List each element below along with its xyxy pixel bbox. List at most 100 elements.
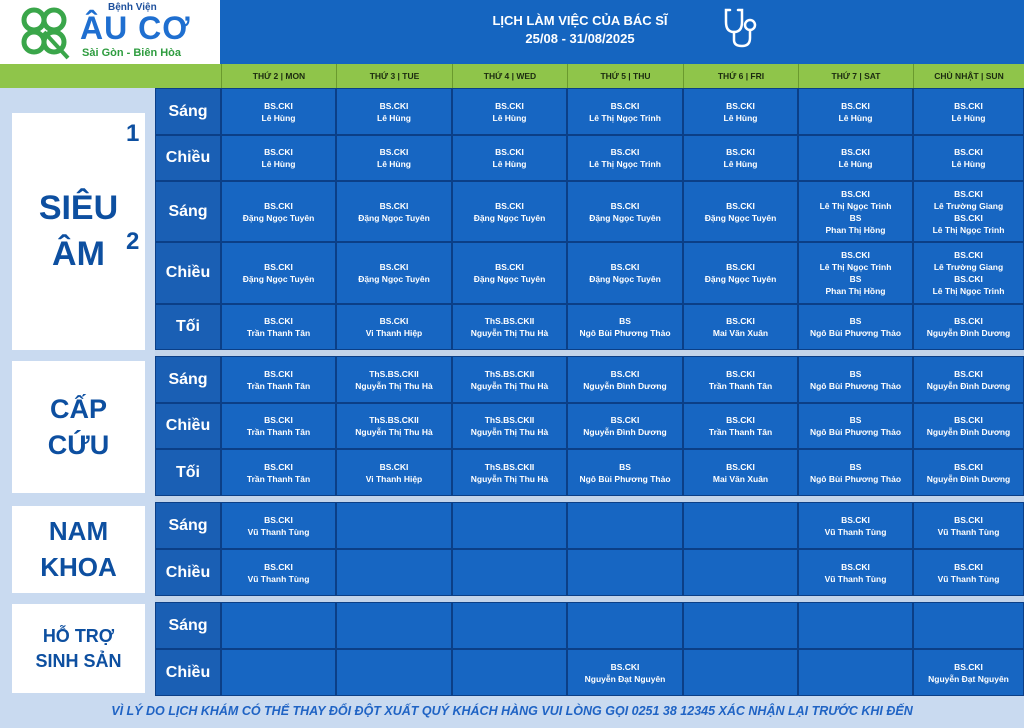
shift-label: Sáng <box>155 502 221 549</box>
logo-name: ÂU CƠ <box>80 10 191 46</box>
title-main: LỊCH LÀM VIỆC CỦA BÁC SĨ <box>492 13 668 28</box>
schedule-cell: BS.CKI Đặng Ngọc Tuyên <box>567 242 683 304</box>
shift-label: Tối <box>155 304 221 350</box>
schedule-cell: BS Ngô Bùi Phương Thảo <box>567 449 683 496</box>
day-header-4: THỨ 5 | THU <box>567 64 683 88</box>
schedule-cell: BS.CKI Lê Trường Giang BS.CKI Lê Thị Ngọc T… <box>913 181 1024 242</box>
schedule-cell: BS.CKI Lê Hùng <box>683 88 798 135</box>
title-date-range: 25/08 - 31/08/2025 <box>525 31 635 46</box>
schedule-cell: BS.CKI Trần Thanh Tân <box>221 449 336 496</box>
schedule-cell <box>683 649 798 696</box>
schedule-cell <box>336 602 452 649</box>
stethoscope-icon <box>724 8 757 48</box>
schedule-cell: BS.CKI Mai Văn Xuân <box>683 304 798 350</box>
schedule-cell: BS.CKI Lê Thị Ngọc Trinh BS Phan Thị Hồng <box>798 181 913 242</box>
page-title: LỊCH LÀM VIỆC CỦA BÁC SĨ 25/08 - 31/08/2… <box>440 12 720 48</box>
schedule-cell <box>683 502 798 549</box>
schedule-cell <box>683 549 798 596</box>
schedule-cell: BS.CKI Nguyễn Đình Dương <box>913 449 1024 496</box>
schedule-cell <box>336 549 452 596</box>
schedule-cell: BS.CKI Đặng Ngọc Tuyên <box>452 242 567 304</box>
group-label: CẤP CỨU <box>12 361 145 493</box>
shift-label: Sáng <box>155 602 221 649</box>
schedule-cell: BS.CKI Nguyễn Đình Dương <box>567 403 683 449</box>
schedule-cell: BS.CKI Vũ Thanh Tùng <box>221 549 336 596</box>
schedule-cell: BS.CKI Trần Thanh Tân <box>683 356 798 403</box>
schedule-cell: BS.CKI Vi Thanh Hiệp <box>336 304 452 350</box>
schedule-cell: BS.CKI Trần Thanh Tân <box>221 403 336 449</box>
schedule-cell: ThS.BS.CKII Nguyễn Thị Thu Hà <box>336 356 452 403</box>
schedule-cell <box>221 649 336 696</box>
group-label: NAM KHOA <box>12 506 145 593</box>
schedule-cell: BS.CKI Vũ Thanh Tùng <box>913 502 1024 549</box>
schedule-cell: BS.CKI Lê Hùng <box>798 88 913 135</box>
schedule-cell <box>798 649 913 696</box>
logo-location: Sài Gòn - Biên Hòa <box>82 47 182 59</box>
schedule-cell <box>452 549 567 596</box>
schedule-cell <box>567 549 683 596</box>
schedule-cell: BS.CKI Đặng Ngọc Tuyên <box>452 181 567 242</box>
footer-notice: VÌ LÝ DO LỊCH KHÁM CÓ THỂ THAY ĐỔI ĐỘT X… <box>111 704 913 718</box>
schedule-cell: BS.CKI Lê Hùng <box>913 135 1024 181</box>
schedule-cell <box>336 649 452 696</box>
schedule-cell: ThS.BS.CKII Nguyễn Thị Thu Hà <box>452 403 567 449</box>
schedule-cell: BS Ngô Bùi Phương Thảo <box>798 449 913 496</box>
schedule-cell: BS.CKI Nguyễn Đình Dương <box>913 304 1024 350</box>
schedule-cell: BS.CKI Đặng Ngọc Tuyên <box>221 181 336 242</box>
schedule-cell: ThS.BS.CKII Nguyễn Thị Thu Hà <box>336 403 452 449</box>
group-label: HỖ TRỢ SINH SẢN <box>12 604 145 693</box>
schedule-cell: BS.CKI Trần Thanh Tân <box>221 356 336 403</box>
section-divider <box>155 496 1024 502</box>
section-divider <box>155 350 1024 356</box>
shift-label: Sáng <box>155 88 221 135</box>
schedule-cell: BS.CKI Lê Thị Ngọc Trinh <box>567 88 683 135</box>
schedule-cell: BS.CKI Lê Hùng <box>913 88 1024 135</box>
day-header-6: THỨ 7 | SAT <box>798 64 913 88</box>
schedule-cell: ThS.BS.CKII Nguyễn Thị Thu Hà <box>452 449 567 496</box>
schedule-cell: BS.CKI Nguyễn Đình Dương <box>913 356 1024 403</box>
schedule-cell: BS.CKI Lê Thị Ngọc Trinh <box>567 135 683 181</box>
schedule-cell: BS.CKI Lê Trường Giang BS.CKI Lê Thị Ngọc T… <box>913 242 1024 304</box>
schedule-cell: ThS.BS.CKII Nguyễn Thị Thu Hà <box>452 304 567 350</box>
schedule-cell: BS.CKI Đặng Ngọc Tuyên <box>567 181 683 242</box>
schedule-cell <box>913 602 1024 649</box>
section-divider <box>155 596 1024 602</box>
schedule-cell: BS.CKI Nguyễn Đình Dương <box>913 403 1024 449</box>
shift-label: Chiều <box>155 549 221 596</box>
schedule-cell: BS.CKI Lê Hùng <box>452 88 567 135</box>
schedule-cell: BS.CKI Mai Văn Xuân <box>683 449 798 496</box>
schedule-cell: BS.CKI Lê Hùng <box>798 135 913 181</box>
schedule-cell: BS.CKI Đặng Ngọc Tuyên <box>683 181 798 242</box>
schedule-cell <box>798 602 913 649</box>
schedule-cell: BS.CKI Trần Thanh Tân <box>221 304 336 350</box>
shift-label: Chiều <box>155 649 221 696</box>
clover-logo-icon <box>21 7 70 60</box>
schedule-cell: BS Ngô Bùi Phương Thảo <box>798 356 913 403</box>
shift-label: Chiều <box>155 242 221 304</box>
schedule-cell: BS Ngô Bùi Phương Thảo <box>567 304 683 350</box>
schedule-cell: BS Ngô Bùi Phương Thảo <box>798 304 913 350</box>
room-number: 2 <box>126 228 140 255</box>
day-header-5: THỨ 6 | FRI <box>683 64 798 88</box>
schedule-cell: BS.CKI Nguyễn Đình Dương <box>567 356 683 403</box>
schedule-cell <box>221 602 336 649</box>
schedule-cell: BS.CKI Lê Hùng <box>221 135 336 181</box>
schedule-cell: BS.CKI Vũ Thanh Tùng <box>913 549 1024 596</box>
schedule-cell: BS.CKI Lê Hùng <box>452 135 567 181</box>
hospital-logo: Bệnh Viện ÂU CƠ Sài Gòn - Biên Hòa <box>0 0 220 64</box>
schedule-cell: BS.CKI Lê Hùng <box>336 88 452 135</box>
schedule-cell: BS.CKI Lê Hùng <box>683 135 798 181</box>
schedule-cell <box>336 502 452 549</box>
schedule-cell: BS.CKI Nguyễn Đạt Nguyên <box>567 649 683 696</box>
schedule-cell: BS.CKI Lê Thị Ngọc Trinh BS Phan Thị Hồng <box>798 242 913 304</box>
schedule-cell: ThS.BS.CKII Nguyễn Thị Thu Hà <box>452 356 567 403</box>
schedule-cell: BS.CKI Vũ Thanh Tùng <box>798 549 913 596</box>
day-header-2: THỨ 3 | TUE <box>336 64 452 88</box>
schedule-cell: BS.CKI Lê Hùng <box>221 88 336 135</box>
schedule-cell: BS.CKI Đặng Ngọc Tuyên <box>336 242 452 304</box>
logo-subtitle: Bệnh Viện <box>108 2 157 13</box>
shift-label: Chiều <box>155 135 221 181</box>
schedule-cell: BS.CKI Đặng Ngọc Tuyên <box>683 242 798 304</box>
shift-label: Sáng <box>155 356 221 403</box>
schedule-cell <box>452 602 567 649</box>
